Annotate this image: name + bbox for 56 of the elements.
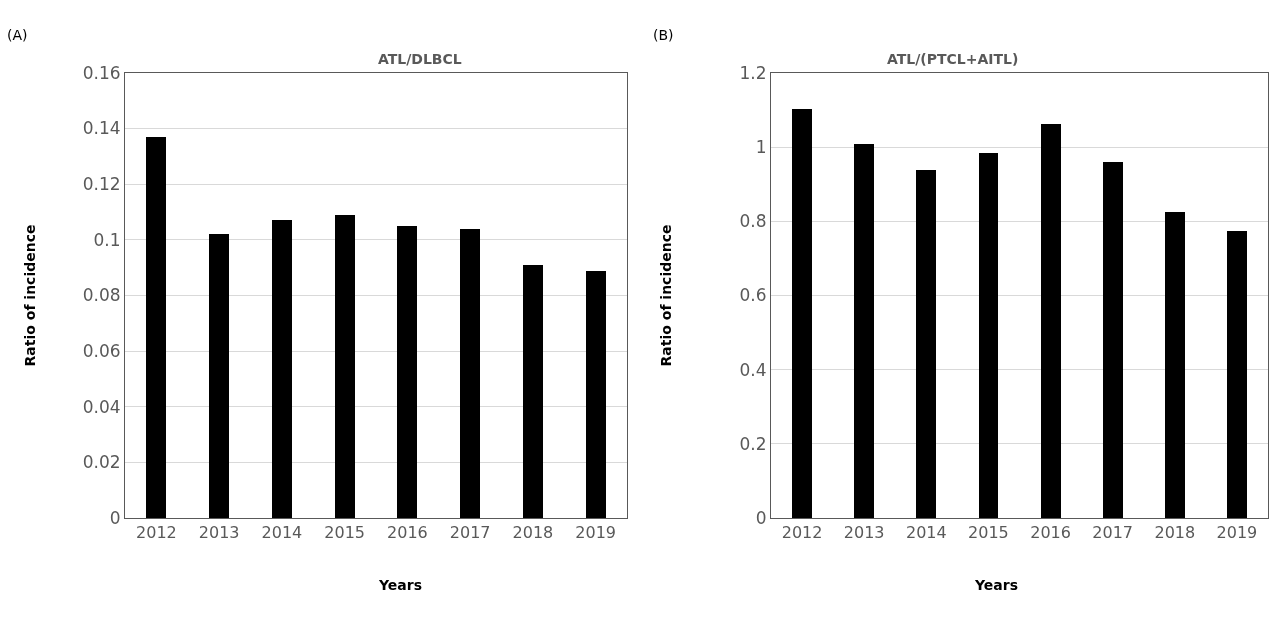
y-tick-label: 0.1 (93, 229, 121, 250)
x-tick-label: 2019 (1216, 523, 1258, 543)
x-tick-label: 2013 (198, 523, 240, 543)
y-tick-label: 0 (755, 507, 767, 528)
x-tick-label: 2015 (968, 523, 1009, 543)
x-tick-label: 2012 (136, 523, 177, 543)
chart-title: ATL/(PTCL+AITL) (887, 51, 1019, 67)
bar (1165, 211, 1185, 518)
x-tick-label: 2018 (512, 523, 554, 543)
y-tick-label: 0.8 (739, 211, 767, 232)
chart-title: ATL/DLBCL (378, 51, 462, 67)
bar (1103, 161, 1123, 518)
y-tick-label: 0.06 (82, 341, 121, 362)
x-axis-title: Years (378, 577, 423, 593)
bar (979, 152, 998, 518)
y-tick-label: 0.04 (82, 396, 121, 417)
bar (792, 108, 812, 518)
y-axis-title: Ratio of incidence (657, 224, 674, 367)
y-tick-label: 0.14 (82, 118, 121, 139)
x-tick-label: 2018 (1154, 523, 1196, 543)
bar (460, 228, 480, 518)
y-tick-label: 0.6 (739, 285, 767, 306)
y-tick-label: 0.02 (82, 452, 121, 473)
x-axis-title: Years (974, 577, 1019, 593)
text: (A) (7, 27, 28, 43)
y-tick-label: 0.2 (739, 433, 767, 454)
y-tick-label: 1 (755, 137, 767, 158)
x-tick-label: 2014 (261, 523, 303, 543)
y-tick-label: 0.4 (739, 359, 767, 380)
bar (397, 225, 417, 518)
bar (1041, 123, 1061, 518)
y-axis-title: Ratio of incidence (21, 224, 38, 367)
x-tick-label: 2019 (575, 523, 616, 543)
text: (B) (653, 27, 674, 43)
x-tick-label: 2014 (905, 523, 947, 543)
x-tick-label: 2017 (449, 523, 491, 543)
bar (146, 136, 166, 518)
x-tick-label: 2015 (324, 523, 365, 543)
bar (523, 264, 543, 518)
bar (335, 214, 355, 518)
bar (586, 270, 606, 518)
y-tick-label: 0.16 (82, 62, 121, 83)
x-tick-label: 2012 (781, 523, 823, 543)
bar (272, 219, 292, 518)
y-tick-label: 1.2 (739, 62, 767, 83)
x-tick-label: 2017 (1092, 523, 1134, 543)
bar (1227, 230, 1247, 518)
x-tick-label: 2013 (843, 523, 885, 543)
x-tick-label: 2016 (1030, 523, 1071, 543)
bar (854, 143, 874, 518)
y-tick-label: 0.12 (82, 174, 121, 195)
y-tick-label: 0.08 (82, 285, 121, 306)
x-tick-label: 2016 (387, 523, 428, 543)
bar (916, 169, 936, 518)
bar (209, 233, 229, 518)
y-tick-label: 0 (109, 507, 121, 528)
